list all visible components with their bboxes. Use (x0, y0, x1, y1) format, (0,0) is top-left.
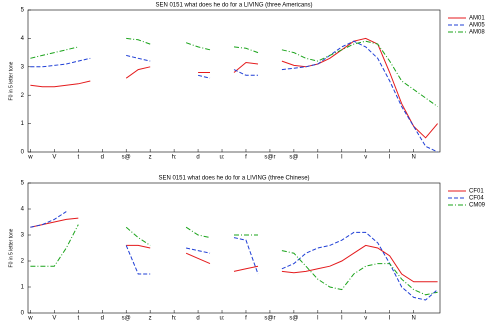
x-tick-label: u: (220, 316, 225, 322)
x-tick-label: t (77, 316, 79, 322)
legend-box (444, 186, 494, 211)
x-tick-label: V (52, 316, 56, 322)
series-line (30, 211, 438, 301)
x-tick-label: I (389, 155, 391, 161)
x-tick-label: l (317, 155, 318, 161)
y-tick-label: 4 (21, 36, 25, 42)
y-axis-label: F0 in 5 letter tone (8, 228, 14, 267)
series-line (30, 217, 438, 283)
plot-area (27, 182, 441, 314)
legend-label: AM08 (469, 30, 485, 36)
y-tick-label: 0 (21, 150, 25, 156)
y-tick-label: 3 (21, 233, 25, 239)
y-tick-label: 2 (21, 259, 25, 265)
x-tick-label: s@r (264, 316, 275, 322)
x-tick-label: I (341, 155, 343, 161)
chart-title: SEN 0151 what does he do for a LIVING (t… (158, 176, 309, 182)
series-line (30, 224, 438, 296)
x-tick-label: l (317, 316, 318, 322)
x-tick-label: u: (220, 155, 225, 161)
x-tick-label: s@ (289, 155, 298, 161)
y-tick-label: 2 (21, 93, 25, 99)
y-tick-label: 5 (21, 181, 25, 187)
x-tick-label: s@ (122, 155, 131, 161)
series-line (30, 40, 438, 153)
x-tick-label: h: (172, 155, 177, 161)
series-line (30, 37, 438, 108)
x-tick-label: w (27, 316, 33, 322)
x-tick-label: I (389, 316, 391, 322)
x-tick-label: w (27, 155, 33, 161)
x-tick-label: z (149, 155, 152, 161)
y-tick-label: 3 (21, 64, 25, 70)
x-tick-label: I (341, 316, 343, 322)
y-tick-label: 5 (21, 8, 25, 14)
x-tick-label: h: (172, 316, 177, 322)
x-tick-label: d (196, 155, 199, 161)
x-tick-label: d (101, 316, 104, 322)
legend-label: CF04 (469, 196, 484, 202)
x-tick-label: v (364, 316, 367, 322)
x-tick-label: N (411, 155, 415, 161)
plot-area (27, 9, 441, 153)
x-tick-label: d (196, 316, 199, 322)
chart-title: SEN 0151 what does he do for a LIVING (t… (155, 3, 312, 9)
x-tick-label: f (245, 316, 247, 322)
series-line (30, 37, 438, 139)
y-tick-label: 1 (21, 285, 25, 291)
legend-label: AM01 (469, 16, 485, 22)
x-tick-label: v (364, 155, 367, 161)
y-axis-label: F0 in 5 letter tone (8, 61, 14, 100)
x-tick-label: z (149, 316, 152, 322)
y-tick-label: 0 (21, 311, 25, 317)
y-tick-label: 4 (21, 207, 25, 213)
y-tick-label: 1 (21, 121, 25, 127)
x-tick-label: N (411, 316, 415, 322)
x-tick-label: V (52, 155, 56, 161)
legend-label: CF01 (469, 189, 484, 195)
x-tick-label: f (245, 155, 247, 161)
x-tick-label: d (101, 155, 104, 161)
x-tick-label: s@ (289, 316, 298, 322)
x-tick-label: s@r (264, 155, 275, 161)
x-tick-label: t (77, 155, 79, 161)
legend-label: AM05 (469, 23, 485, 29)
legend-box (444, 13, 494, 38)
x-tick-label: s@ (122, 316, 131, 322)
legend-label: CM09 (469, 203, 486, 209)
